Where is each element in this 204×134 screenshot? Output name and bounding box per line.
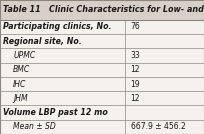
Text: Table 11   Clinic Characteristics for Low- and Medium-Risk P: Table 11 Clinic Characteristics for Low-… <box>3 5 204 14</box>
Text: JHM: JHM <box>13 94 28 103</box>
Bar <box>0 0 204 20</box>
Text: 76: 76 <box>131 23 140 31</box>
Text: 667.9 ± 456.2: 667.9 ± 456.2 <box>131 122 185 131</box>
Text: BMC: BMC <box>13 65 31 74</box>
Bar <box>0 20 204 134</box>
Text: 19: 19 <box>131 80 140 89</box>
Text: Mean ± SD: Mean ± SD <box>13 122 56 131</box>
Text: 12: 12 <box>131 94 140 103</box>
Text: IHC: IHC <box>13 80 27 89</box>
Text: Volume LBP past 12 mo: Volume LBP past 12 mo <box>3 108 108 117</box>
Text: 12: 12 <box>131 65 140 74</box>
Text: UPMC: UPMC <box>13 51 35 60</box>
Text: Participating clinics, No.: Participating clinics, No. <box>3 23 112 31</box>
Text: Regional site, No.: Regional site, No. <box>3 37 82 46</box>
Text: 33: 33 <box>131 51 140 60</box>
